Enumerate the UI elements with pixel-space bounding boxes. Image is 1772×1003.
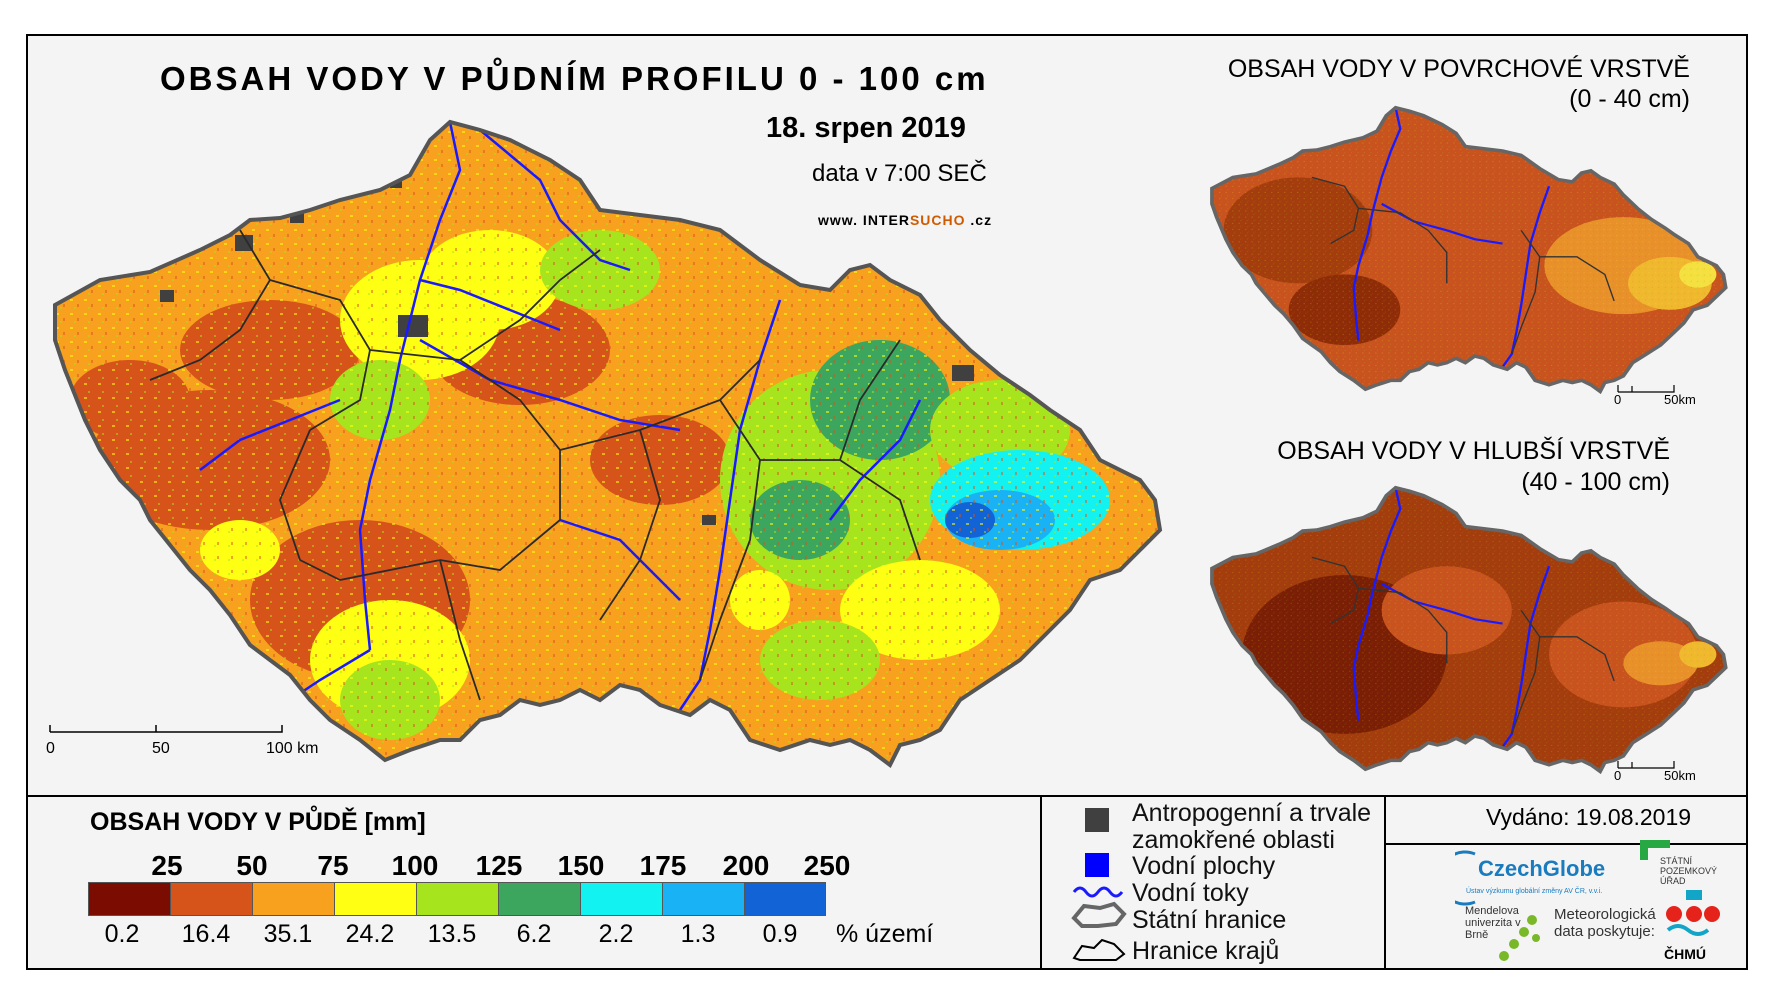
legend-break-50: 50 bbox=[236, 850, 268, 881]
region-border-lines bbox=[149, 229, 921, 701]
inset-deep-title: OBSAH VODY V HLUBŠÍ VRSTVĚ bbox=[1277, 437, 1670, 465]
anthropogenic-label-1: Antropogenní a trvale bbox=[1132, 799, 1372, 827]
meteo-data-text: Meteorologická data poskytuje: bbox=[1554, 906, 1656, 940]
region-border-symbol-icon bbox=[1072, 938, 1126, 961]
legend-swatch-7 bbox=[581, 883, 663, 915]
inset-surface-scale-bar bbox=[1617, 385, 1675, 393]
inset-surface-scale-50: 50km bbox=[1664, 392, 1696, 407]
legend-pct-9: 0.9 bbox=[762, 920, 798, 948]
spu-logo-icon bbox=[1640, 840, 1670, 860]
legend-divider bbox=[26, 795, 1748, 797]
inset-deep-scale-bar bbox=[1617, 761, 1675, 769]
main-map-date: 18. srpen 2019 bbox=[766, 112, 966, 144]
legend-pct-8: 1.3 bbox=[680, 920, 716, 948]
legend-color-bar bbox=[88, 882, 826, 916]
legend-swatch-4 bbox=[335, 883, 417, 915]
website-link[interactable]: www. INTERSUCHO .cz bbox=[818, 212, 993, 228]
legend-break-100: 100 bbox=[391, 850, 439, 881]
legend-divider-1 bbox=[1040, 795, 1042, 970]
inset-surface-title: OBSAH VODY V POVRCHOVÉ VRSTVĚ bbox=[1227, 55, 1690, 83]
legend-break-125: 125 bbox=[475, 850, 523, 881]
inset-deep-scale-50: 50km bbox=[1664, 768, 1696, 783]
legend-break-175: 175 bbox=[639, 850, 687, 881]
legend-swatch-8 bbox=[663, 883, 745, 915]
region-border-label: Hranice krajů bbox=[1132, 937, 1280, 965]
river-lines bbox=[199, 122, 922, 721]
spu-logo-text: STÁTNÍ POZEMKOVÝ ÚŘAD bbox=[1660, 856, 1718, 886]
legend-title: OBSAH VODY V PŮDĚ [mm] bbox=[90, 808, 426, 836]
river-symbol-icon bbox=[1072, 886, 1124, 898]
legend-pct-2: 16.4 bbox=[181, 920, 231, 948]
credits-divider bbox=[1386, 843, 1748, 845]
inset-deep-map bbox=[1210, 485, 1728, 775]
czechglobe-logo-text: CzechGlobe bbox=[1478, 856, 1606, 881]
water-bodies-label: Vodní plochy bbox=[1132, 852, 1276, 880]
inset-surface-depth: (0 - 40 cm) bbox=[1569, 85, 1690, 113]
main-map-time: data v 7:00 SEČ bbox=[812, 160, 987, 187]
legend-pct-4: 24.2 bbox=[345, 920, 395, 948]
anthropogenic-swatch bbox=[1085, 808, 1109, 832]
legend-divider-2 bbox=[1384, 795, 1386, 970]
main-scale-label-50: 50 bbox=[152, 740, 170, 757]
mendel-logo-icon bbox=[1499, 915, 1540, 961]
rivers-label: Vodní toky bbox=[1132, 879, 1249, 907]
legend-pct-7: 2.2 bbox=[598, 920, 634, 948]
state-border-symbol-icon bbox=[1071, 901, 1127, 928]
chmu-logo-icon bbox=[1666, 890, 1720, 936]
inset-deep-scale-0: 0 bbox=[1614, 768, 1622, 783]
main-scale-bar bbox=[49, 725, 283, 733]
legend-break-25: 25 bbox=[151, 850, 183, 881]
main-map-title: OBSAH VODY V PŮDNÍM PROFILU 0 - 100 cm bbox=[160, 60, 989, 97]
state-border-label: Státní hranice bbox=[1132, 906, 1287, 934]
legend-swatch-1 bbox=[89, 883, 171, 915]
legend-pct-unit: % území bbox=[836, 920, 934, 948]
legend-swatch-2 bbox=[171, 883, 253, 915]
main-soil-moisture-map bbox=[53, 119, 1163, 769]
legend-pct-3: 35.1 bbox=[263, 920, 313, 948]
legend-pct-6: 6.2 bbox=[516, 920, 552, 948]
mendel-logo-text: Mendelova univerzita v Brně bbox=[1465, 905, 1521, 941]
main-scale-label-0: 0 bbox=[46, 740, 55, 757]
legend-break-200: 200 bbox=[722, 850, 770, 881]
state-border bbox=[53, 119, 1163, 769]
legend-pct-1: 0.2 bbox=[104, 920, 140, 948]
legend-break-250: 250 bbox=[803, 850, 851, 881]
water-body-swatch bbox=[1085, 853, 1109, 877]
czechglobe-subtitle: Ústav výzkumu globální změny AV ČR, v.v.… bbox=[1466, 888, 1603, 895]
czechglobe-logo-icon bbox=[1455, 850, 1476, 906]
main-scale-label-100: 100 km bbox=[266, 740, 319, 757]
inset-surface-map bbox=[1210, 105, 1728, 395]
anthropogenic-label-2: zamokřené oblasti bbox=[1132, 826, 1335, 854]
inset-deep-depth: (40 - 100 cm) bbox=[1521, 468, 1670, 496]
legend-break-75: 75 bbox=[317, 850, 349, 881]
inset-surface-scale-0: 0 bbox=[1614, 392, 1622, 407]
chmu-logo-text: ČHMÚ bbox=[1664, 946, 1706, 962]
legend-swatch-6 bbox=[499, 883, 581, 915]
legend-pct-5: 13.5 bbox=[427, 920, 477, 948]
legend-break-150: 150 bbox=[557, 850, 605, 881]
legend-swatch-9 bbox=[745, 883, 825, 915]
legend-swatch-3 bbox=[253, 883, 335, 915]
issued-date: Vydáno: 19.08.2019 bbox=[1486, 804, 1692, 830]
legend-swatch-5 bbox=[417, 883, 499, 915]
